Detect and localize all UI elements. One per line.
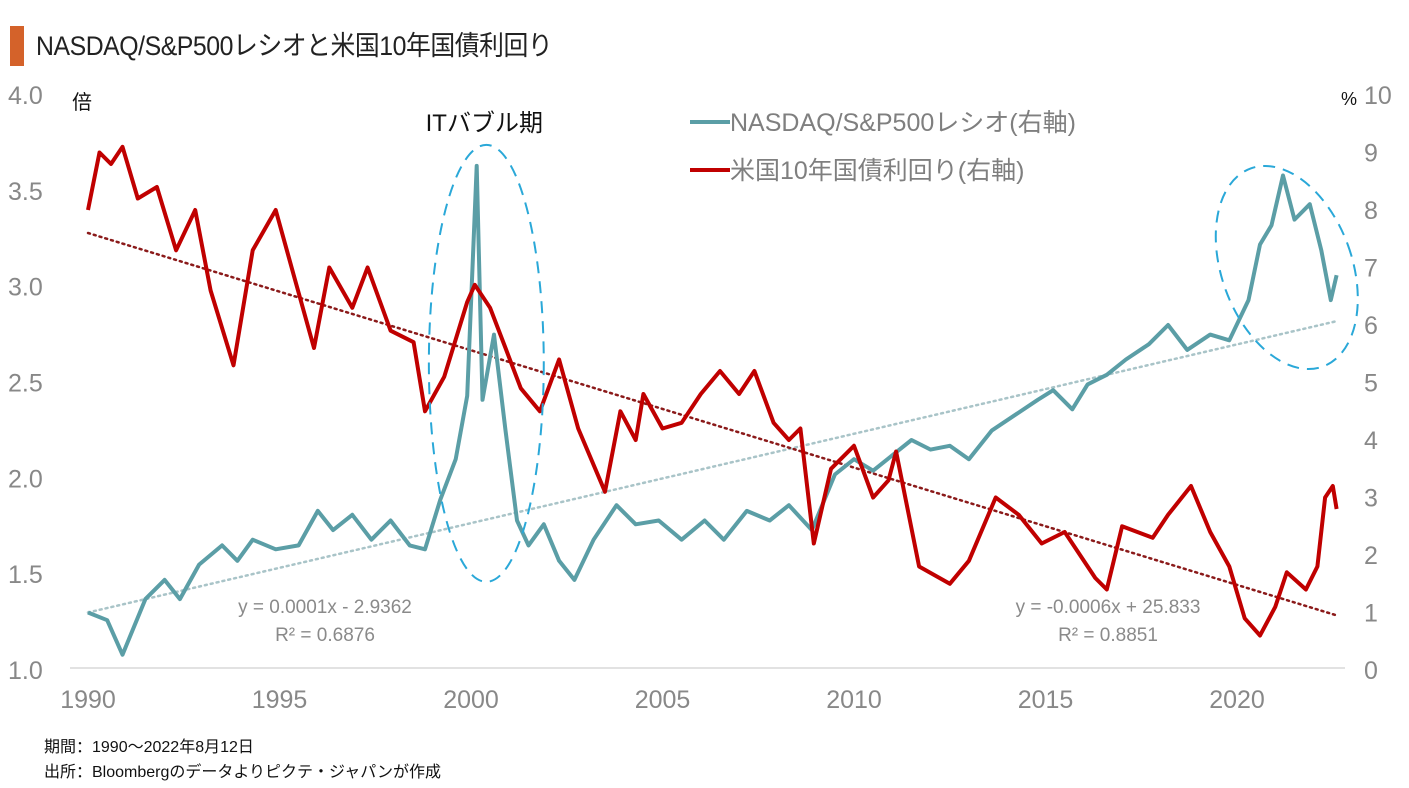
title-accent-bar xyxy=(10,26,24,66)
right-axis-tick-label: 6 xyxy=(1364,312,1378,340)
ratio-trendline-equation: y = 0.0001x - 2.9362 xyxy=(238,597,412,618)
right-axis-tick-label: 0 xyxy=(1364,657,1378,685)
ratio-trendline-r2: R² = 0.6876 xyxy=(275,625,375,646)
left-axis-tick-label: 4.0 xyxy=(8,82,43,110)
right-axis-tick-label: 8 xyxy=(1364,197,1378,225)
right-axis-tick-label: 2 xyxy=(1364,542,1378,570)
right-axis-tick-label: 3 xyxy=(1364,485,1378,513)
chart: 1.0 1.5 2.0 2.5 3.0 3.5 4.0 倍 0 1 2 3 4 5 6 7 8 9 10% 1990 1… xyxy=(8,82,1392,714)
legend-label: 米国10年国債利回り(右軸) xyxy=(730,157,1024,185)
x-axis-tick-label: 2020 xyxy=(1209,686,1265,714)
yield-trendline-equation: y = -0.0006x + 25.833 xyxy=(1016,597,1201,618)
ratio-trendline xyxy=(86,319,1338,614)
it-bubble-annotation-label: ITバブル期 xyxy=(426,110,543,137)
left-axis-tick-label: 2.0 xyxy=(8,465,43,493)
legend-label: NASDAQ/S&P500レシオ(右軸) xyxy=(730,109,1076,137)
right-axis-unit-label: % xyxy=(1341,89,1357,109)
x-axis-tick-label: 1995 xyxy=(252,686,308,714)
left-axis-tick-label: 1.5 xyxy=(8,561,43,589)
x-axis-tick-label: 2015 xyxy=(1018,686,1074,714)
yield-trendline-r2: R² = 0.8851 xyxy=(1058,625,1158,646)
x-axis-tick-label: 1990 xyxy=(60,686,116,714)
x-axis-tick-label: 2000 xyxy=(443,686,499,714)
left-axis-unit-label: 倍 xyxy=(72,91,92,114)
right-axis-tick-label: 7 xyxy=(1364,255,1378,283)
x-axis-tick-label: 2005 xyxy=(635,686,691,714)
left-axis-tick-label: 2.5 xyxy=(8,370,43,398)
yield-series-line xyxy=(86,144,1339,638)
x-axis-tick-label: 2010 xyxy=(826,686,882,714)
yield-trendline xyxy=(86,231,1338,617)
left-axis-tick-label: 3.0 xyxy=(8,274,43,302)
ratio-series-line xyxy=(87,163,1339,657)
right-axis-tick-label: 9 xyxy=(1364,140,1378,168)
right-axis-tick-label: 5 xyxy=(1364,370,1378,398)
right-axis-tick-label: 4 xyxy=(1364,427,1378,455)
it-bubble-highlight-ellipse xyxy=(427,143,545,583)
left-axis-tick-label: 3.5 xyxy=(8,178,43,206)
right-axis-tick-label: 10 xyxy=(1364,82,1392,110)
footnote-source: 出所：Bloombergのデータよりピクテ・ジャパンが作成 xyxy=(44,764,442,781)
footnote-period: 期間：1990～2022年8月12日 xyxy=(44,739,254,756)
recent-highlight-ellipse xyxy=(1214,164,1359,371)
chart-title: NASDAQ/S&P500レシオと米国10年国債利回り xyxy=(36,31,553,61)
left-axis-tick-label: 1.0 xyxy=(8,657,43,685)
right-axis-tick-label: 1 xyxy=(1364,600,1378,628)
